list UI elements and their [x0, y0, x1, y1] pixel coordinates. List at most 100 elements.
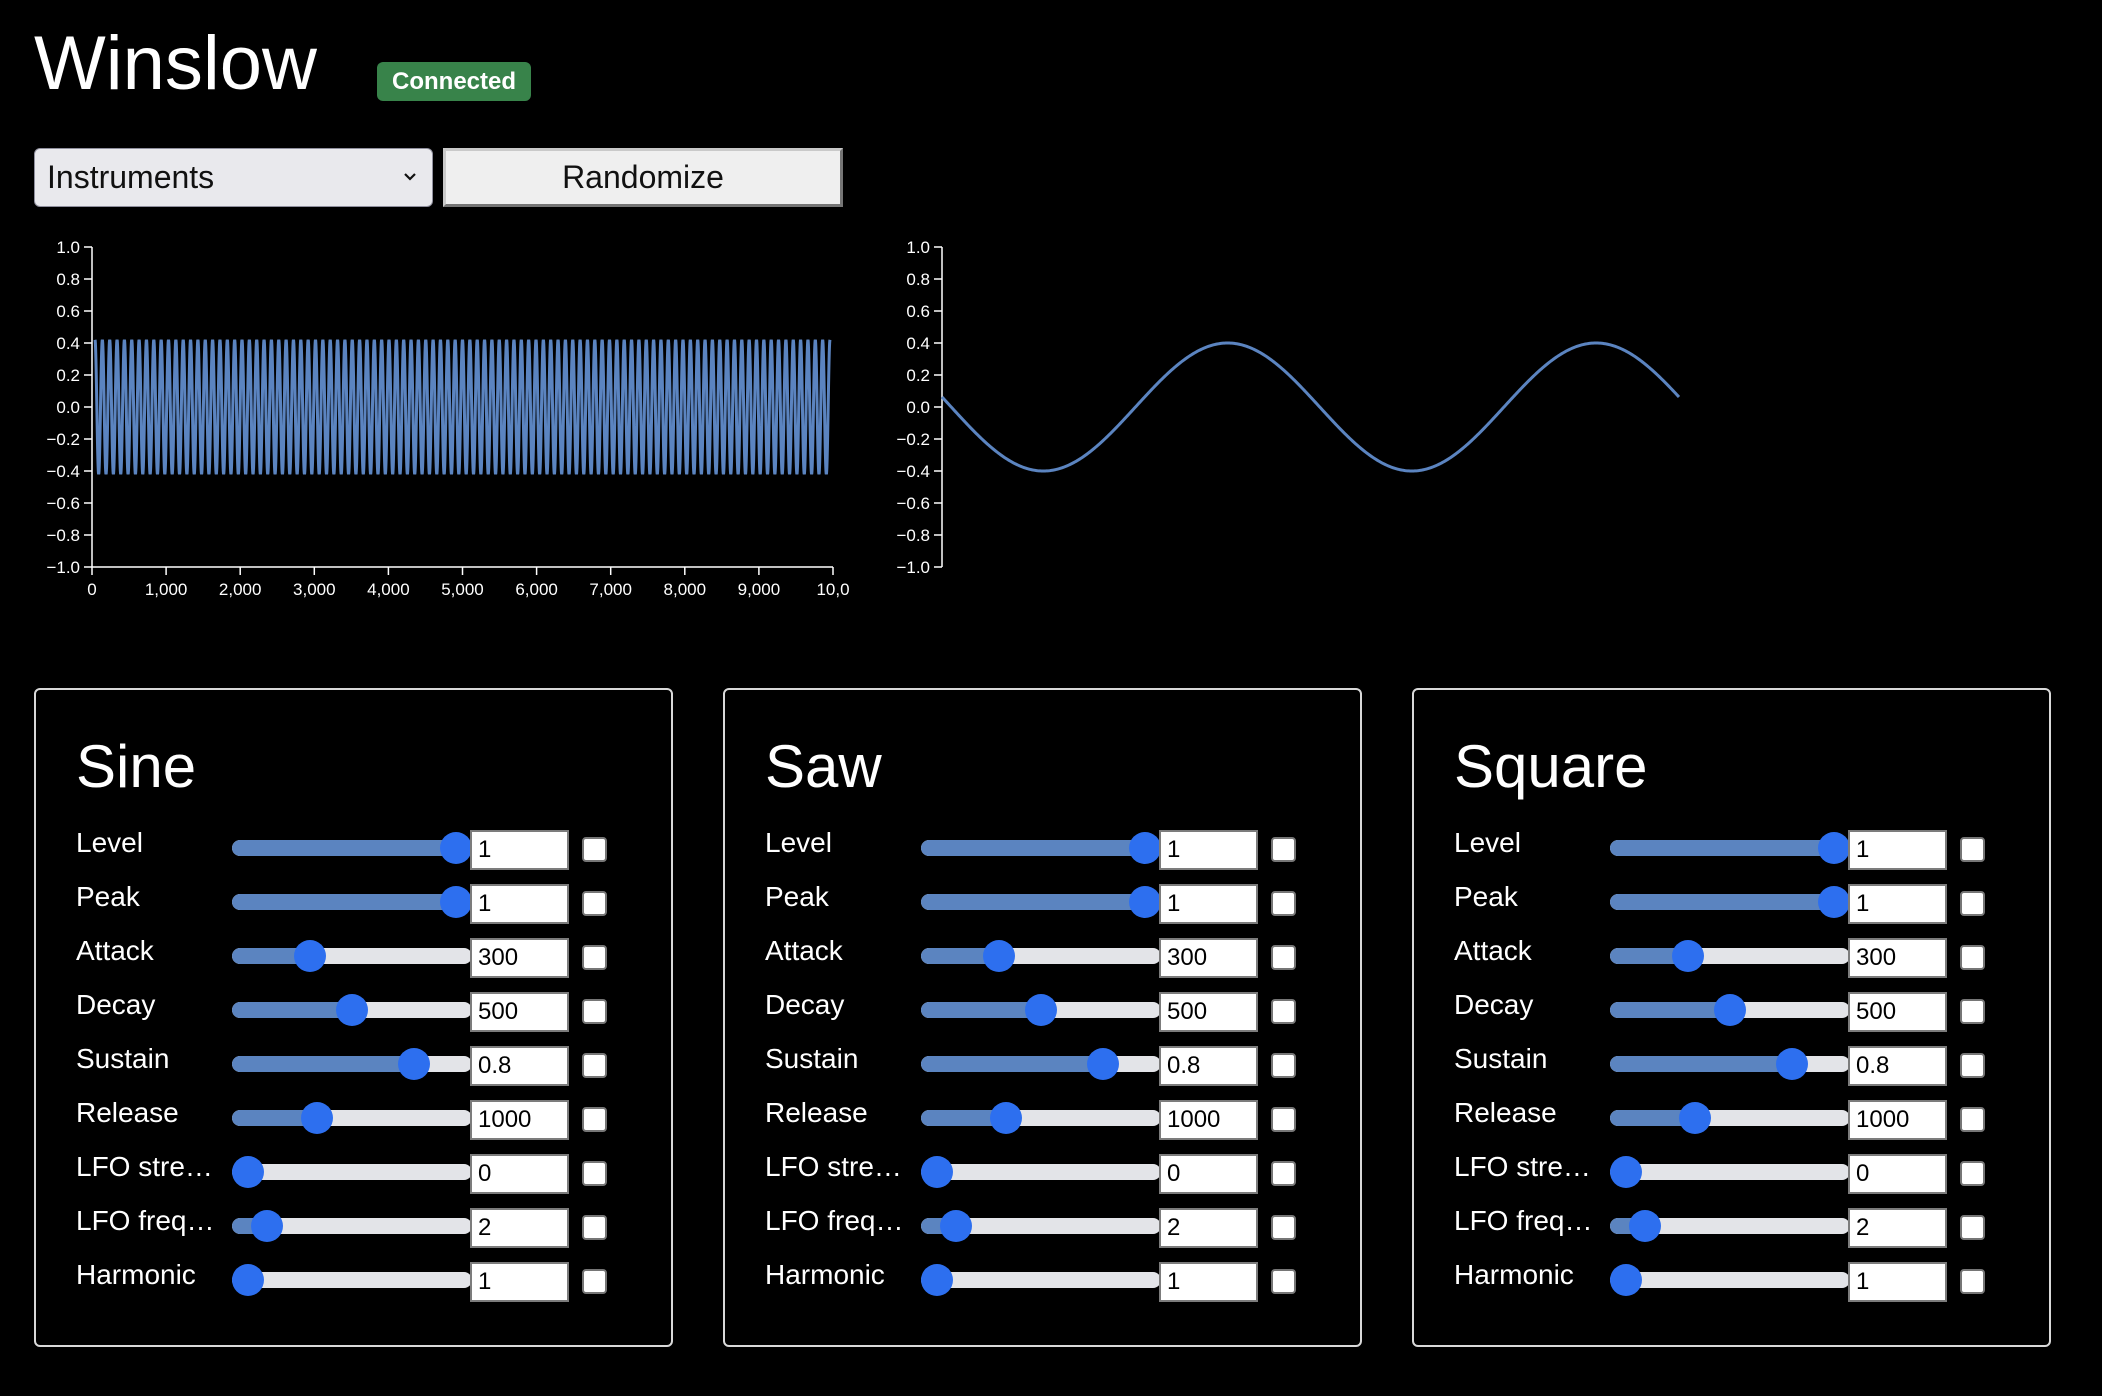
lfo-freq-slider[interactable]	[1610, 1210, 1850, 1242]
decay-slider[interactable]	[921, 994, 1161, 1026]
lfo-freq-value-input[interactable]: 2	[1159, 1208, 1258, 1248]
lfo-freq-slider[interactable]	[232, 1210, 472, 1242]
decay-value-input[interactable]: 500	[1848, 992, 1947, 1032]
harmonic-value-input[interactable]: 1	[1159, 1262, 1258, 1302]
harmonic-slider[interactable]	[1610, 1264, 1850, 1296]
level-slider[interactable]	[921, 832, 1161, 864]
level-slider[interactable]	[1610, 832, 1850, 864]
slider-thumb[interactable]	[1087, 1048, 1120, 1080]
instrument-select[interactable]: Instruments	[34, 148, 433, 207]
slider-thumb[interactable]	[1818, 832, 1850, 864]
attack-lock-checkbox[interactable]	[1271, 945, 1296, 970]
peak-value-input[interactable]: 1	[1159, 884, 1258, 924]
slider-thumb[interactable]	[300, 1102, 333, 1134]
attack-value-input[interactable]: 300	[1159, 938, 1258, 978]
lfo-stre-lock-checkbox[interactable]	[1960, 1161, 1985, 1186]
level-value-input[interactable]: 1	[470, 830, 569, 870]
attack-value-input[interactable]: 300	[470, 938, 569, 978]
decay-slider[interactable]	[1610, 994, 1850, 1026]
slider-thumb[interactable]	[398, 1048, 431, 1080]
release-slider[interactable]	[921, 1102, 1161, 1134]
slider-thumb[interactable]	[336, 994, 368, 1026]
slider-thumb[interactable]	[1628, 1210, 1661, 1242]
slider-thumb[interactable]	[1776, 1048, 1809, 1080]
slider-thumb[interactable]	[232, 1264, 264, 1296]
sustain-slider[interactable]	[1610, 1048, 1850, 1080]
attack-value-input[interactable]: 300	[1848, 938, 1947, 978]
harmonic-slider[interactable]	[921, 1264, 1161, 1296]
peak-slider[interactable]	[232, 886, 472, 918]
peak-value-input[interactable]: 1	[470, 884, 569, 924]
attack-slider[interactable]	[921, 940, 1161, 972]
slider-thumb[interactable]	[294, 940, 327, 972]
release-value-input[interactable]: 1000	[470, 1100, 569, 1140]
slider-thumb[interactable]	[1672, 940, 1705, 972]
slider-thumb[interactable]	[1610, 1156, 1642, 1188]
release-slider[interactable]	[232, 1102, 472, 1134]
sustain-value-input[interactable]: 0.8	[1159, 1046, 1258, 1086]
lfo-stre-slider[interactable]	[921, 1156, 1161, 1188]
lfo-stre-lock-checkbox[interactable]	[582, 1161, 607, 1186]
decay-value-input[interactable]: 500	[1159, 992, 1258, 1032]
slider-thumb[interactable]	[983, 940, 1016, 972]
lfo-freq-value-input[interactable]: 2	[470, 1208, 569, 1248]
peak-lock-checkbox[interactable]	[1960, 891, 1985, 916]
level-lock-checkbox[interactable]	[1960, 837, 1985, 862]
level-slider[interactable]	[232, 832, 472, 864]
level-value-input[interactable]: 1	[1159, 830, 1258, 870]
lfo-freq-lock-checkbox[interactable]	[1271, 1215, 1296, 1240]
slider-thumb[interactable]	[1129, 886, 1161, 918]
lfo-freq-value-input[interactable]: 2	[1848, 1208, 1947, 1248]
randomize-button[interactable]: Randomize	[443, 148, 843, 207]
sustain-lock-checkbox[interactable]	[1271, 1053, 1296, 1078]
lfo-stre-lock-checkbox[interactable]	[1271, 1161, 1296, 1186]
lfo-freq-slider[interactable]	[921, 1210, 1161, 1242]
level-lock-checkbox[interactable]	[1271, 837, 1296, 862]
decay-lock-checkbox[interactable]	[582, 999, 607, 1024]
lfo-stre-value-input[interactable]: 0	[1848, 1154, 1947, 1194]
release-lock-checkbox[interactable]	[582, 1107, 607, 1132]
peak-slider[interactable]	[1610, 886, 1850, 918]
level-lock-checkbox[interactable]	[582, 837, 607, 862]
harmonic-lock-checkbox[interactable]	[582, 1269, 607, 1294]
attack-lock-checkbox[interactable]	[1960, 945, 1985, 970]
lfo-stre-value-input[interactable]: 0	[470, 1154, 569, 1194]
sustain-value-input[interactable]: 0.8	[470, 1046, 569, 1086]
lfo-stre-value-input[interactable]: 0	[1159, 1154, 1258, 1194]
slider-thumb[interactable]	[1025, 994, 1057, 1026]
harmonic-value-input[interactable]: 1	[470, 1262, 569, 1302]
attack-slider[interactable]	[1610, 940, 1850, 972]
decay-lock-checkbox[interactable]	[1271, 999, 1296, 1024]
sustain-lock-checkbox[interactable]	[582, 1053, 607, 1078]
slider-thumb[interactable]	[921, 1264, 953, 1296]
slider-thumb[interactable]	[1610, 1264, 1642, 1296]
slider-thumb[interactable]	[1678, 1102, 1711, 1134]
release-slider[interactable]	[1610, 1102, 1850, 1134]
sustain-value-input[interactable]: 0.8	[1848, 1046, 1947, 1086]
harmonic-value-input[interactable]: 1	[1848, 1262, 1947, 1302]
sustain-slider[interactable]	[921, 1048, 1161, 1080]
peak-lock-checkbox[interactable]	[1271, 891, 1296, 916]
attack-lock-checkbox[interactable]	[582, 945, 607, 970]
release-lock-checkbox[interactable]	[1271, 1107, 1296, 1132]
peak-slider[interactable]	[921, 886, 1161, 918]
slider-thumb[interactable]	[989, 1102, 1022, 1134]
harmonic-slider[interactable]	[232, 1264, 472, 1296]
decay-value-input[interactable]: 500	[470, 992, 569, 1032]
level-value-input[interactable]: 1	[1848, 830, 1947, 870]
lfo-stre-slider[interactable]	[232, 1156, 472, 1188]
slider-thumb[interactable]	[440, 832, 472, 864]
peak-lock-checkbox[interactable]	[582, 891, 607, 916]
lfo-freq-lock-checkbox[interactable]	[582, 1215, 607, 1240]
sustain-slider[interactable]	[232, 1048, 472, 1080]
slider-thumb[interactable]	[232, 1156, 264, 1188]
decay-slider[interactable]	[232, 994, 472, 1026]
slider-thumb[interactable]	[250, 1210, 283, 1242]
release-lock-checkbox[interactable]	[1960, 1107, 1985, 1132]
peak-value-input[interactable]: 1	[1848, 884, 1947, 924]
sustain-lock-checkbox[interactable]	[1960, 1053, 1985, 1078]
slider-thumb[interactable]	[921, 1156, 953, 1188]
decay-lock-checkbox[interactable]	[1960, 999, 1985, 1024]
lfo-stre-slider[interactable]	[1610, 1156, 1850, 1188]
release-value-input[interactable]: 1000	[1159, 1100, 1258, 1140]
